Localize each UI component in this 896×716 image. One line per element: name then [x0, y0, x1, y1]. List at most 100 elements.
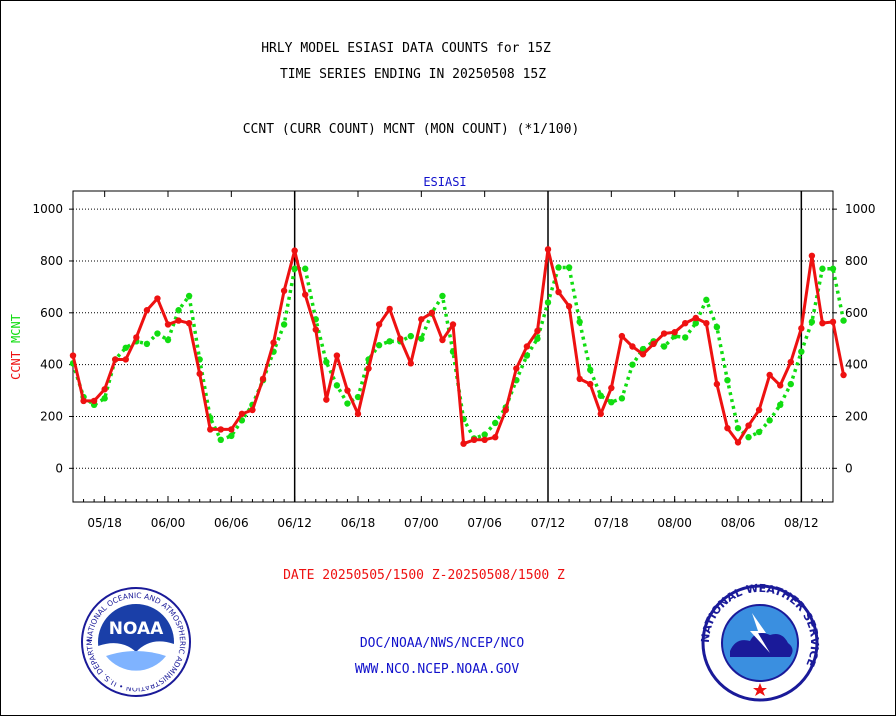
data-point-ccnt — [565, 303, 573, 310]
data-point-mcnt — [660, 343, 668, 350]
data-point-ccnt — [513, 365, 520, 372]
data-point-ccnt — [143, 307, 151, 314]
noaa-logo: NATIONAL OCEANIC AND ATMOSPHERIC ADMINIS… — [81, 587, 191, 697]
x-tick-label: 08/06 — [721, 516, 756, 530]
data-point-ccnt — [375, 321, 383, 328]
data-point-ccnt — [766, 371, 773, 379]
data-point-ccnt — [544, 246, 552, 253]
data-point-ccnt — [386, 305, 393, 313]
data-point-ccnt — [576, 375, 583, 383]
data-point-mcnt — [565, 264, 573, 271]
y-axis-label-ccnt: CCNT — [9, 351, 23, 380]
data-point-mcnt — [787, 380, 794, 388]
data-point-mcnt — [344, 400, 351, 407]
data-point-mcnt — [682, 334, 689, 341]
data-point-ccnt — [407, 360, 414, 367]
data-point-ccnt — [713, 380, 721, 388]
data-point-ccnt — [228, 426, 235, 433]
data-point-mcnt — [523, 352, 531, 359]
data-point-ccnt — [354, 410, 362, 418]
data-point-mcnt — [386, 338, 393, 345]
date-range-text: DATE 20250505/1500 Z-20250508/1500 Z — [283, 568, 565, 583]
data-point-mcnt — [629, 361, 636, 368]
data-point-ccnt — [291, 247, 298, 254]
data-point-mcnt — [323, 358, 330, 366]
y-tick-label-left: 800 — [40, 254, 63, 268]
data-point-ccnt — [703, 319, 710, 327]
data-point-ccnt — [734, 439, 742, 446]
x-tick-labels: 05/18 06/00 06/06 06/12 06/18 07/00 07/06 07/12… — [87, 516, 818, 530]
data-point-mcnt — [840, 317, 847, 324]
data-point-ccnt — [660, 330, 668, 337]
data-point-mcnt — [819, 265, 826, 272]
data-point-ccnt — [798, 325, 805, 332]
data-point-mcnt — [597, 392, 604, 399]
data-point-mcnt — [407, 332, 414, 340]
data-point-mcnt — [154, 330, 161, 337]
x-tick-label: 06/00 — [151, 516, 186, 530]
data-point-mcnt — [101, 395, 108, 402]
data-point-mcnt — [618, 395, 626, 402]
data-point-ccnt — [249, 406, 256, 414]
data-point-ccnt — [344, 387, 351, 394]
data-point-ccnt — [618, 332, 626, 340]
data-point-mcnt — [354, 393, 362, 401]
data-point-ccnt — [682, 319, 689, 327]
data-point-mcnt — [481, 431, 488, 438]
data-point-ccnt — [787, 358, 794, 366]
data-point-ccnt — [101, 386, 108, 393]
data-point-ccnt — [122, 356, 129, 363]
y-tick-label-left: 1000 — [32, 202, 63, 216]
chart-subtitle: CCNT (CURR COUNT) MCNT (MON COUNT) (*1/1… — [243, 122, 580, 137]
data-point-mcnt — [724, 376, 731, 384]
url-line-text: WWW.NCO.NCEP.NOAA.GOV — [355, 662, 520, 677]
y-tick-label-right: 600 — [845, 306, 868, 320]
data-point-ccnt — [755, 406, 763, 414]
y-tick-label-right: 0 — [845, 461, 853, 475]
data-point-ccnt — [90, 397, 98, 405]
data-point-mcnt — [375, 342, 383, 349]
data-point-ccnt — [270, 339, 277, 346]
data-point-mcnt — [333, 382, 341, 389]
data-point-ccnt — [259, 375, 267, 383]
x-tick-label: 08/00 — [657, 516, 692, 530]
data-point-mcnt — [439, 292, 446, 300]
data-point-ccnt — [597, 410, 604, 418]
data-point-ccnt — [608, 384, 615, 392]
data-point-mcnt — [703, 296, 710, 304]
data-point-ccnt — [492, 434, 499, 441]
x-tick-label: 07/06 — [467, 516, 502, 530]
data-point-mcnt — [829, 265, 837, 272]
data-point-ccnt — [745, 422, 752, 429]
chart-title-line1: HRLY MODEL ESIASI DATA COUNTS for 15Z — [261, 41, 551, 56]
series-line-ccnt — [71, 247, 846, 446]
data-point-mcnt — [808, 318, 816, 326]
data-point-ccnt — [587, 380, 594, 388]
data-point-ccnt — [555, 288, 562, 296]
noaa-logo-text: NOAA — [109, 619, 164, 639]
data-point-ccnt — [777, 382, 784, 389]
x-tick-label: 06/06 — [214, 516, 249, 530]
x-tick-label: 06/12 — [277, 516, 312, 530]
data-point-ccnt — [133, 334, 140, 341]
data-point-mcnt — [576, 318, 583, 326]
data-point-ccnt — [112, 356, 119, 363]
x-tick-label: 05/18 — [87, 516, 122, 530]
data-point-ccnt — [840, 371, 847, 379]
data-point-ccnt — [808, 252, 816, 259]
data-point-ccnt — [428, 309, 436, 317]
data-point-ccnt — [154, 295, 161, 302]
data-point-mcnt — [755, 428, 763, 436]
data-point-mcnt — [798, 348, 805, 355]
x-tick-label: 07/18 — [594, 516, 629, 530]
data-point-mcnt — [122, 344, 129, 351]
data-point-ccnt — [534, 327, 541, 335]
data-point-ccnt — [302, 291, 309, 298]
day-dividers — [293, 191, 803, 502]
x-tick-label: 08/12 — [784, 516, 819, 530]
nws-logo: NATIONAL WEATHER SERVICE — [699, 582, 821, 702]
data-point-ccnt — [217, 426, 224, 433]
data-point-mcnt — [745, 434, 752, 441]
data-point-ccnt — [69, 352, 77, 359]
